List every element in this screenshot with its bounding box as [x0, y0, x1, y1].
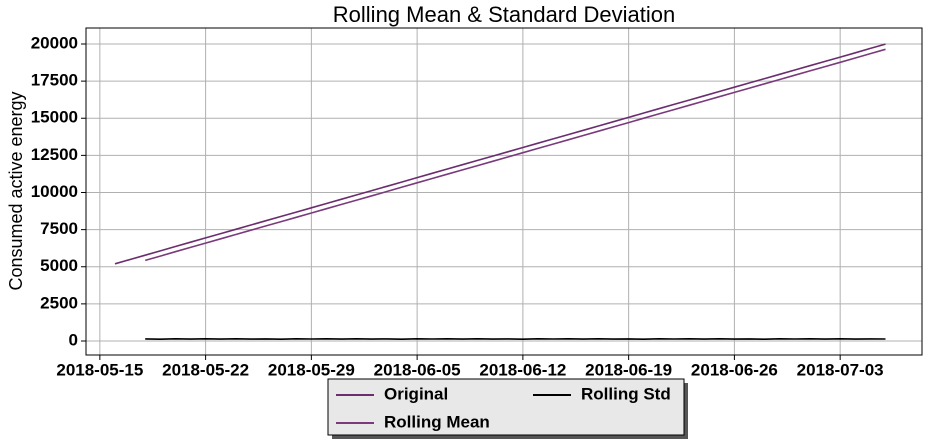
legend-box: [327, 378, 685, 436]
y-tick-label: 10000: [31, 182, 78, 201]
series-line: [144, 48, 886, 262]
plot-frame: [85, 27, 923, 356]
x-tick-label: 2018-07-03: [797, 360, 884, 379]
x-tick-label: 2018-05-29: [268, 360, 355, 379]
legend: Original Rolling Mean Rolling Std: [327, 378, 688, 439]
y-tick-label: 15000: [31, 108, 78, 127]
legend-label: Original: [384, 384, 448, 403]
y-tick-label: 5000: [40, 256, 78, 275]
x-tick-label: 2018-05-22: [162, 360, 249, 379]
y-tick-label: 17500: [31, 71, 78, 90]
x-tick-label: 2018-06-05: [374, 360, 461, 379]
y-axis-label: Consumed active energy: [6, 91, 26, 290]
legend-label: Rolling Mean: [384, 412, 490, 431]
x-tick-label: 2018-05-15: [56, 360, 143, 379]
y-tick-label: 2500: [40, 293, 78, 312]
series-line: [114, 43, 886, 265]
x-tick-label: 2018-06-19: [585, 360, 672, 379]
y-tick-label: 7500: [40, 219, 78, 238]
legend-label: Rolling Std: [581, 384, 671, 403]
x-tick-label: 2018-06-26: [691, 360, 778, 379]
y-tick-label: 0: [69, 330, 78, 349]
y-tick-label: 12500: [31, 145, 78, 164]
x-tick-label: 2018-06-12: [479, 360, 566, 379]
y-tick-label: 20000: [31, 33, 78, 52]
chart-title: Rolling Mean & Standard Deviation: [333, 2, 675, 27]
